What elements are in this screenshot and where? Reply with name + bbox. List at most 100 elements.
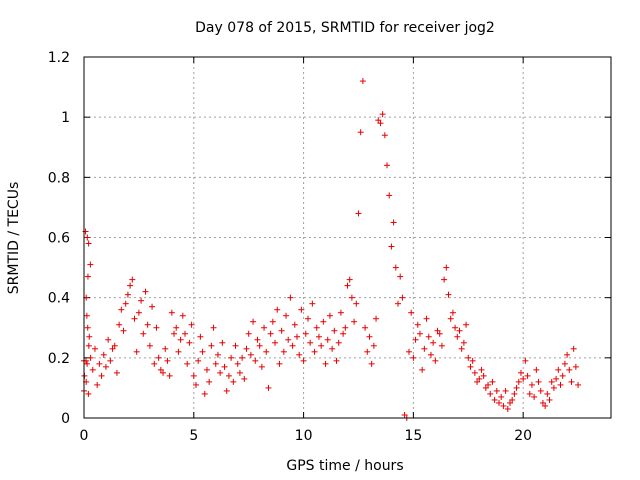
data-point <box>293 333 300 340</box>
data-point <box>113 369 120 376</box>
data-point <box>353 300 360 307</box>
data-point <box>553 375 560 382</box>
data-point <box>230 378 237 385</box>
data-point <box>548 378 555 385</box>
data-point <box>84 324 91 331</box>
data-point <box>504 405 511 412</box>
data-point <box>522 357 529 364</box>
data-point <box>225 372 232 379</box>
data-point <box>228 354 235 361</box>
data-point <box>203 366 210 373</box>
data-point <box>252 357 259 364</box>
grid-lines <box>84 57 611 418</box>
data-point <box>116 321 123 328</box>
data-point <box>511 390 518 397</box>
data-point <box>509 396 516 403</box>
data-point <box>287 294 294 301</box>
data-point <box>283 312 290 319</box>
data-point <box>236 369 243 376</box>
data-point <box>291 321 298 328</box>
data-point <box>140 330 147 337</box>
data-point <box>263 348 270 355</box>
data-point <box>86 333 93 340</box>
data-point <box>151 360 158 367</box>
data-point <box>500 402 507 409</box>
data-point <box>258 363 265 370</box>
data-point <box>434 327 441 334</box>
data-point <box>107 357 114 364</box>
data-point <box>256 342 263 349</box>
data-point <box>280 348 287 355</box>
data-point <box>206 378 213 385</box>
data-point <box>247 351 254 358</box>
data-point <box>91 345 98 352</box>
data-point <box>84 234 91 241</box>
data-point <box>478 366 485 373</box>
data-points <box>81 78 582 421</box>
data-point <box>160 369 167 376</box>
data-point <box>298 306 305 313</box>
data-point <box>452 324 459 331</box>
data-point <box>414 321 421 328</box>
data-point <box>326 312 333 319</box>
data-point <box>120 327 127 334</box>
data-point <box>208 342 215 349</box>
data-point <box>84 360 91 367</box>
data-point <box>460 339 467 346</box>
data-point <box>138 297 145 304</box>
data-point <box>436 330 443 337</box>
data-point <box>129 276 136 283</box>
data-point <box>164 357 171 364</box>
data-point <box>348 294 355 301</box>
data-point <box>84 273 91 280</box>
data-point <box>575 381 582 388</box>
data-point <box>531 393 538 400</box>
data-point <box>188 321 195 328</box>
data-point <box>267 330 274 337</box>
data-point <box>85 240 92 247</box>
data-point <box>491 396 498 403</box>
data-point <box>131 315 138 322</box>
x-tick-label: 5 <box>189 428 198 444</box>
data-point <box>342 324 349 331</box>
data-point <box>401 411 408 418</box>
y-tick-label: 1.2 <box>48 50 70 66</box>
data-point <box>410 354 417 361</box>
data-point <box>388 243 395 250</box>
data-point <box>146 342 153 349</box>
data-point <box>285 336 292 343</box>
data-point <box>568 378 575 385</box>
data-point <box>544 390 551 397</box>
data-point <box>564 351 571 358</box>
data-point <box>212 360 219 367</box>
data-point <box>419 366 426 373</box>
data-point <box>496 399 503 406</box>
data-point <box>197 333 204 340</box>
x-tick-label: 0 <box>80 428 89 444</box>
data-point <box>289 342 296 349</box>
data-point <box>570 345 577 352</box>
data-point <box>535 378 542 385</box>
data-point <box>351 318 358 325</box>
data-point <box>395 300 402 307</box>
y-tick-label: 0.8 <box>48 170 70 186</box>
data-point <box>366 333 373 340</box>
data-point <box>340 330 347 337</box>
data-point <box>243 345 250 352</box>
data-point <box>430 339 437 346</box>
data-point <box>100 351 107 358</box>
data-point <box>506 399 513 406</box>
data-point <box>320 318 327 325</box>
data-point <box>111 342 118 349</box>
data-point <box>201 390 208 397</box>
data-point <box>122 300 129 307</box>
data-point <box>542 402 549 409</box>
data-point <box>98 372 105 379</box>
data-point <box>89 366 96 373</box>
data-point <box>175 348 182 355</box>
data-point <box>250 318 257 325</box>
data-point <box>166 372 173 379</box>
data-point <box>261 324 268 331</box>
data-point <box>105 336 112 343</box>
